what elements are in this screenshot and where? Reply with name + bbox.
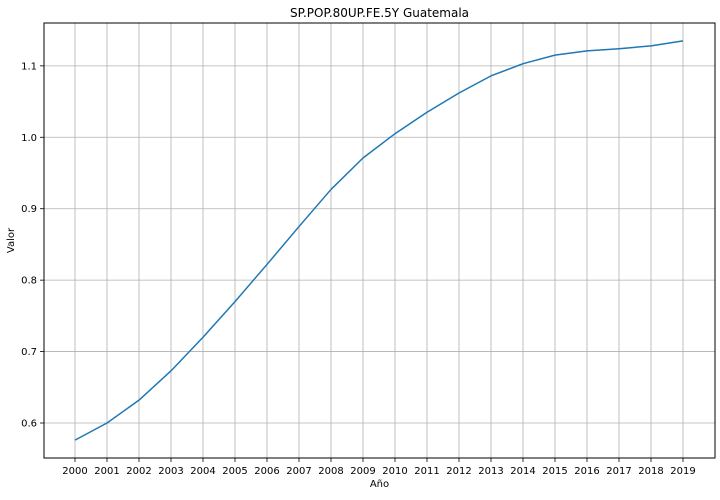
y-tick-label: 1.1 [21, 61, 37, 72]
series-line [74, 40, 684, 441]
x-tick-label: 2019 [670, 466, 695, 477]
y-tick-label: 0.6 [21, 419, 37, 430]
x-tick-label: 2002 [126, 466, 151, 477]
gridlines [44, 23, 715, 458]
x-tick-label: 2016 [574, 466, 599, 477]
x-tick-label: 2017 [606, 466, 631, 477]
x-tick-label: 2012 [446, 466, 471, 477]
y-tick-label: 0.8 [21, 276, 37, 287]
y-tick-label: 0.9 [21, 204, 37, 215]
x-tick-label: 2003 [158, 466, 183, 477]
x-tick-label: 2014 [510, 466, 535, 477]
x-tick-label: 2006 [254, 466, 279, 477]
y-tick-label: 1.0 [21, 133, 37, 144]
chart-title: SP.POP.80UP.FE.5Y Guatemala [290, 6, 469, 20]
y-axis-label: Valor [6, 227, 17, 253]
x-tick-label: 2008 [318, 466, 343, 477]
x-tick-label: 2013 [478, 466, 503, 477]
x-tick-label: 2018 [638, 466, 663, 477]
plot-frame [43, 22, 716, 459]
x-tick-label: 2007 [286, 466, 311, 477]
x-tick-label: 2015 [542, 466, 567, 477]
x-tick-label: 2010 [382, 466, 407, 477]
x-tick-label: 2004 [190, 466, 215, 477]
x-tick-label: 2000 [62, 466, 87, 477]
y-tick-label: 0.7 [21, 347, 37, 358]
series-layer [74, 40, 684, 441]
x-tick-label: 2009 [350, 466, 375, 477]
x-axis: 2000 2001 2002 2003 2004 2005 2006 2007 2008 2009… [62, 458, 696, 477]
x-tick-label: 2001 [94, 466, 119, 477]
x-tick-label: 2011 [414, 466, 439, 477]
y-axis: 0.6 0.7 0.8 0.9 1.0 1.1 [21, 61, 44, 430]
x-axis-label: Año [370, 479, 389, 490]
x-tick-label: 2005 [222, 466, 247, 477]
